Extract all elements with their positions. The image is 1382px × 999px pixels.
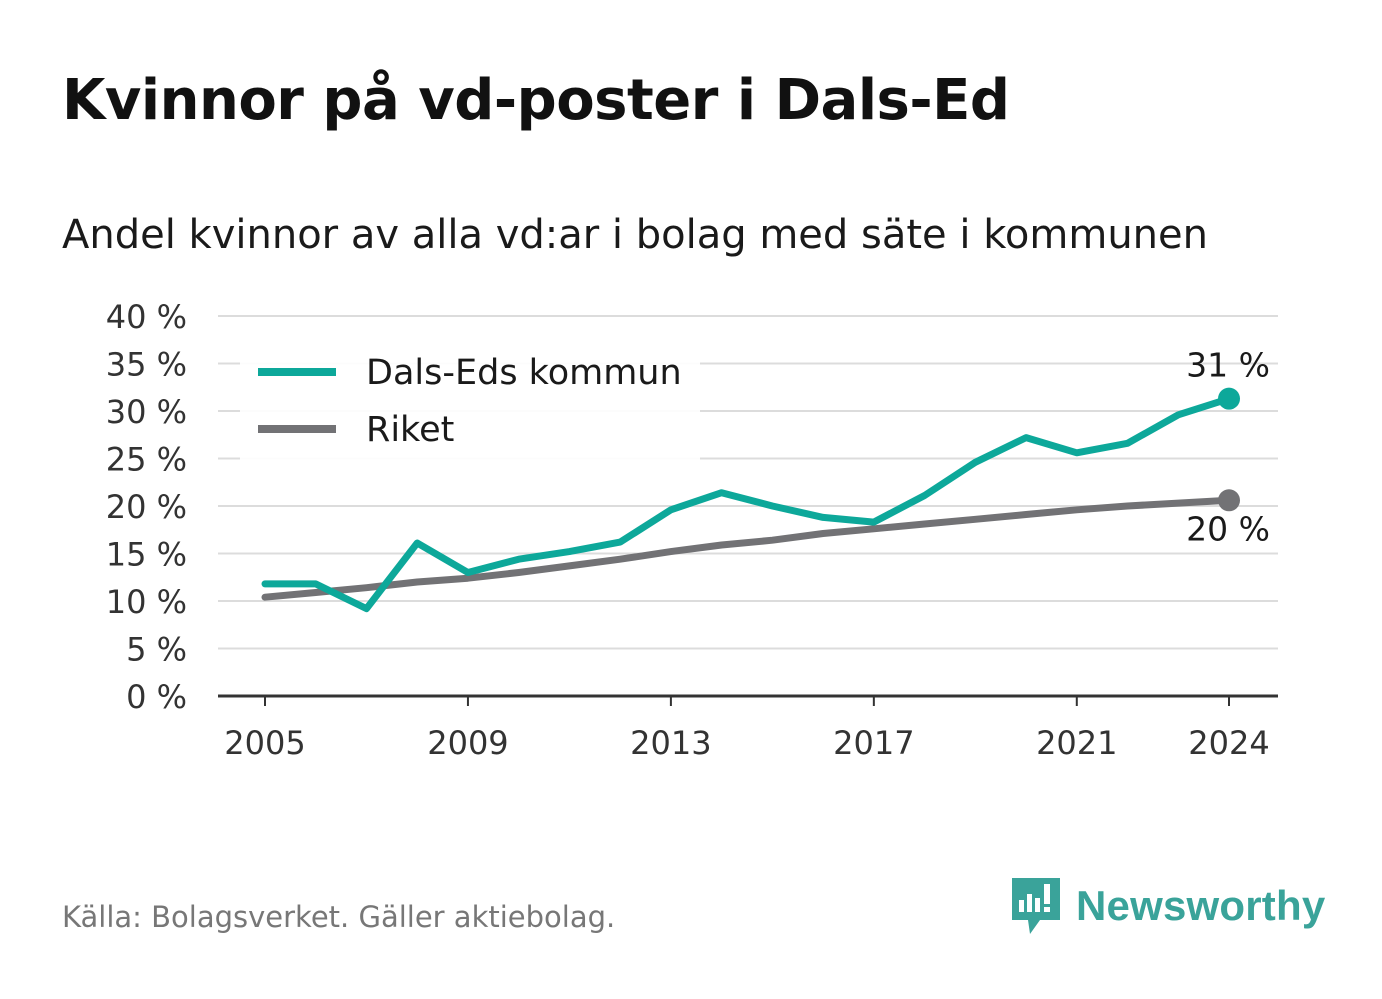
y-tick-label: 15 % bbox=[106, 536, 187, 574]
x-tick-label: 2009 bbox=[427, 724, 508, 762]
x-tick-label: 2017 bbox=[833, 724, 914, 762]
end-markers: 31 % 20 % bbox=[1186, 346, 1270, 549]
legend-label-dals-ed: Dals-Eds kommun bbox=[366, 353, 682, 393]
newsworthy-logo-icon bbox=[1012, 878, 1060, 934]
y-tick-label: 30 % bbox=[106, 393, 187, 431]
legend-label-riket: Riket bbox=[366, 410, 454, 450]
series-lines bbox=[261, 395, 1233, 613]
y-tick-label: 5 % bbox=[126, 631, 187, 669]
end-label-dals-ed: 31 % bbox=[1186, 346, 1270, 385]
chart-title: Kvinnor på vd-poster i Dals-Ed bbox=[62, 68, 1010, 133]
x-tick-label: 2021 bbox=[1036, 724, 1117, 762]
y-axis-labels: 0 % 5 % 10 % 15 % 20 % 25 % 30 % 35 % 40 % bbox=[106, 298, 187, 716]
x-tick-label: 2005 bbox=[224, 724, 305, 762]
chart-subtitle: Andel kvinnor av alla vd:ar i bolag med … bbox=[62, 212, 1208, 258]
source-note: Källa: Bolagsverket. Gäller aktiebolag. bbox=[62, 900, 616, 934]
y-tick-label: 20 % bbox=[106, 488, 187, 526]
legend-background bbox=[240, 342, 700, 460]
newsworthy-logo: Newsworthy bbox=[1010, 876, 1325, 936]
x-tick-label: 2024 bbox=[1188, 724, 1269, 762]
newsworthy-logo-text: Newsworthy bbox=[1076, 882, 1326, 929]
y-tick-label: 25 % bbox=[106, 441, 187, 479]
series-line-riket bbox=[261, 496, 1233, 601]
x-axis: 2005 2009 2013 2017 2021 2024 bbox=[218, 694, 1278, 762]
series-line-dals-ed bbox=[261, 395, 1233, 613]
legend: Dals-Eds kommun Riket bbox=[240, 342, 700, 460]
end-label-riket: 20 % bbox=[1186, 509, 1270, 548]
end-marker-riket bbox=[1218, 489, 1240, 512]
y-tick-label: 35 % bbox=[106, 346, 187, 384]
x-tick-label: 2013 bbox=[630, 724, 711, 762]
y-tick-label: 40 % bbox=[106, 298, 187, 336]
y-tick-label: 10 % bbox=[106, 583, 187, 621]
end-marker-dals-ed bbox=[1218, 387, 1240, 410]
y-tick-label: 0 % bbox=[126, 678, 187, 716]
